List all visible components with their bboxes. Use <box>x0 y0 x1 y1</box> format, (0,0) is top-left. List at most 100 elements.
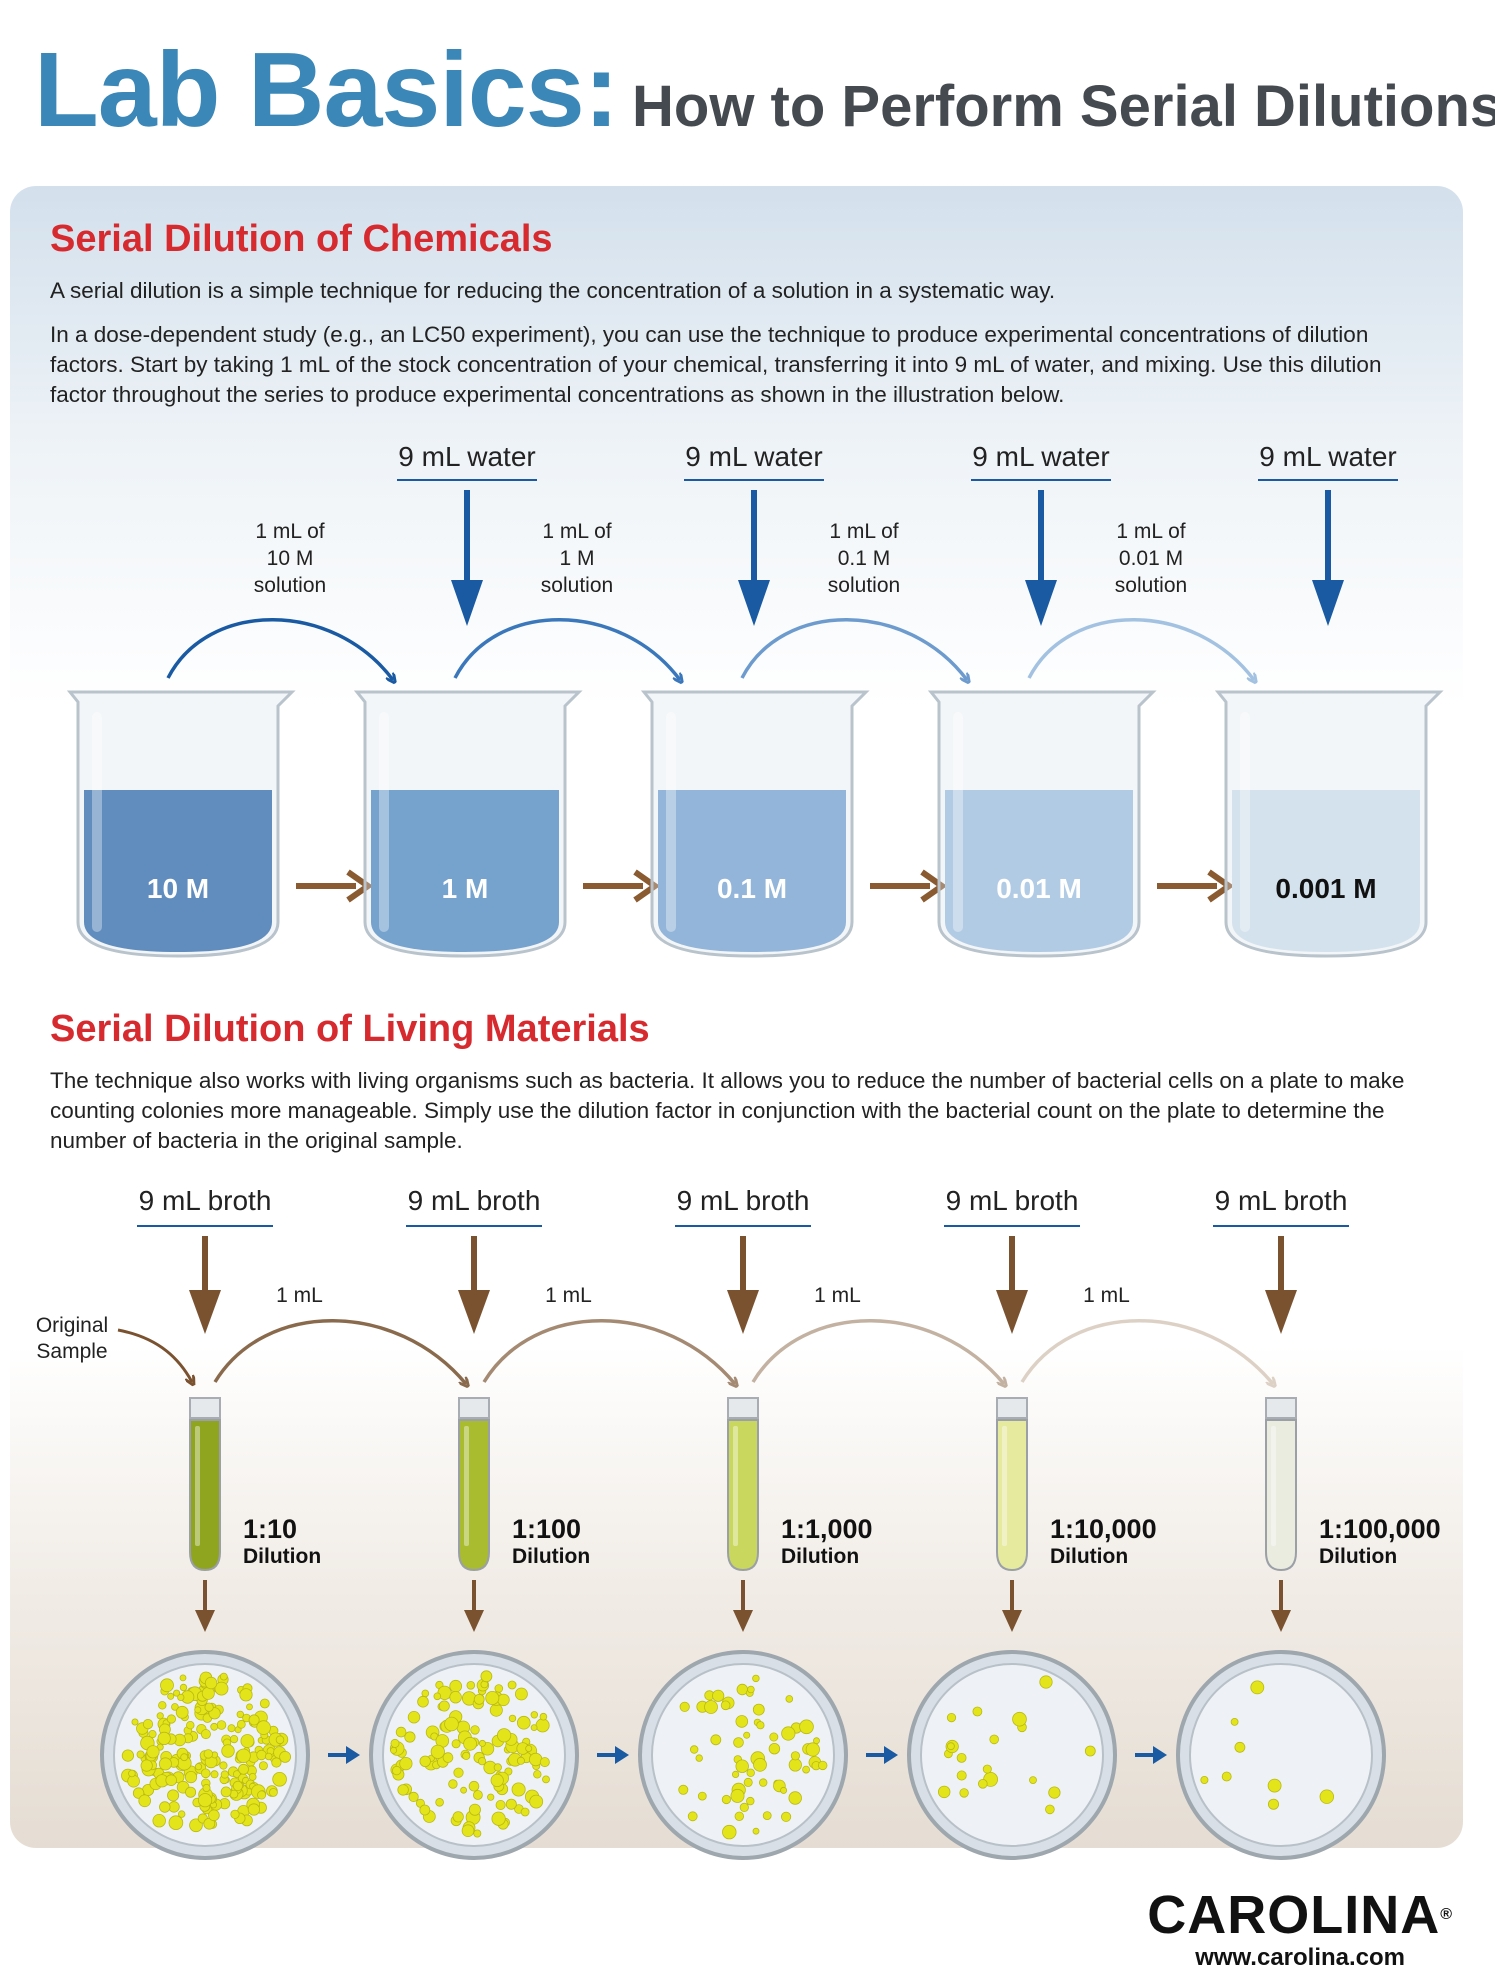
tube-rim <box>189 1397 221 1419</box>
colony <box>542 1775 550 1784</box>
transfer-label-line: solution <box>254 574 326 597</box>
colony <box>722 1824 737 1840</box>
colony <box>731 1770 740 1779</box>
water-label-4: 9 mL water <box>1258 441 1398 626</box>
colony <box>972 1706 983 1717</box>
colony <box>148 1729 157 1739</box>
colony <box>735 1759 749 1773</box>
colony <box>128 1769 136 1778</box>
colony <box>533 1770 542 1779</box>
broth-transfer-4: 1 mL <box>1020 1284 1273 1384</box>
colony <box>539 1712 548 1721</box>
colony <box>753 1757 767 1772</box>
petri-plate-4 <box>907 1650 1117 1860</box>
water-text: 9 mL water <box>398 441 535 472</box>
colony <box>472 1790 483 1800</box>
colony <box>485 1691 500 1706</box>
colony <box>160 1678 174 1693</box>
colony <box>433 1692 442 1701</box>
colony <box>473 1829 482 1838</box>
colony <box>180 1753 189 1762</box>
colony <box>818 1760 828 1771</box>
broth-arrowhead <box>189 1290 221 1334</box>
colony <box>390 1738 400 1748</box>
broth-text: 9 mL broth <box>677 1185 810 1216</box>
colony <box>257 1790 267 1800</box>
tube-liquid <box>727 1419 759 1572</box>
title-main: Lab Basics: <box>34 31 619 149</box>
colony <box>768 1743 781 1755</box>
colony <box>752 1674 760 1683</box>
colony <box>473 1694 485 1705</box>
colony <box>813 1737 820 1745</box>
original-sample-arrow <box>117 1328 192 1382</box>
colony <box>210 1722 219 1731</box>
colony <box>272 1771 287 1787</box>
colony <box>461 1824 475 1837</box>
colony <box>494 1684 504 1693</box>
colony <box>204 1676 218 1690</box>
plate-next-arrowhead <box>1153 1746 1167 1764</box>
colony <box>256 1749 267 1761</box>
colony <box>171 1703 179 1711</box>
plate-next-arrowhead <box>615 1746 629 1764</box>
colony <box>511 1782 526 1797</box>
colony <box>407 1711 421 1724</box>
colony <box>1268 1798 1280 1810</box>
beaker-3: 0.1 M <box>640 690 870 958</box>
title-sub: How to Perform Serial Dilutions <box>632 74 1495 139</box>
colony <box>179 1674 187 1682</box>
dilution-word: Dilution <box>243 1545 321 1568</box>
water-text: 9 mL water <box>1259 441 1396 472</box>
broth-text: 9 mL broth <box>946 1185 1079 1216</box>
colony <box>198 1793 213 1808</box>
colony <box>466 1680 476 1690</box>
colony <box>127 1774 140 1788</box>
tube-rim <box>1265 1397 1297 1419</box>
colony <box>419 1755 431 1768</box>
transfer-arrowhead <box>346 869 374 903</box>
dilution-ratio: 1:100,000 <box>1319 1514 1441 1544</box>
petri-plate-1 <box>100 1650 310 1860</box>
chemicals-heading: Serial Dilution of Chemicals <box>50 218 553 260</box>
dilution-ratio: 1:1,000 <box>781 1514 873 1544</box>
colony <box>177 1810 186 1818</box>
transfer-4: 1 mL of 0.01 M solution <box>1027 520 1254 680</box>
colony <box>184 1770 198 1784</box>
colony <box>938 1785 951 1799</box>
colony <box>1029 1776 1037 1784</box>
colony <box>442 1752 454 1763</box>
colony <box>221 1744 235 1758</box>
dilution-word: Dilution <box>512 1545 590 1568</box>
broth-transfer-1: 1 mL <box>213 1284 466 1384</box>
colony <box>762 1811 772 1820</box>
transfer-label-line: solution <box>828 574 900 597</box>
colony <box>239 1688 253 1702</box>
colony <box>271 1757 282 1768</box>
colony <box>735 1715 749 1728</box>
colony <box>136 1750 145 1759</box>
colony <box>712 1689 725 1702</box>
colony <box>258 1761 268 1771</box>
colony <box>236 1748 251 1764</box>
colony <box>959 1788 969 1798</box>
chemicals-intro: A serial dilution is a simple technique … <box>50 278 1056 303</box>
colony <box>227 1724 236 1733</box>
broth-arrowhead <box>996 1290 1028 1334</box>
colony <box>539 1757 550 1768</box>
colony <box>1048 1786 1061 1799</box>
transfer-arrowhead <box>920 869 948 903</box>
transfer-label-line: 1 M <box>559 547 594 570</box>
concentration-label: 0.1 M <box>717 873 787 904</box>
colony <box>1012 1711 1027 1727</box>
broth-transfer-label: 1 mL <box>545 1284 592 1307</box>
colony <box>529 1794 544 1809</box>
plate-next-arrowhead <box>884 1746 898 1764</box>
colony <box>204 1702 214 1712</box>
colony <box>264 1752 273 1761</box>
colony <box>516 1756 525 1765</box>
colony <box>468 1803 481 1816</box>
transfer-label-line: 0.01 M <box>1119 547 1183 570</box>
plate-agar <box>1189 1663 1373 1847</box>
